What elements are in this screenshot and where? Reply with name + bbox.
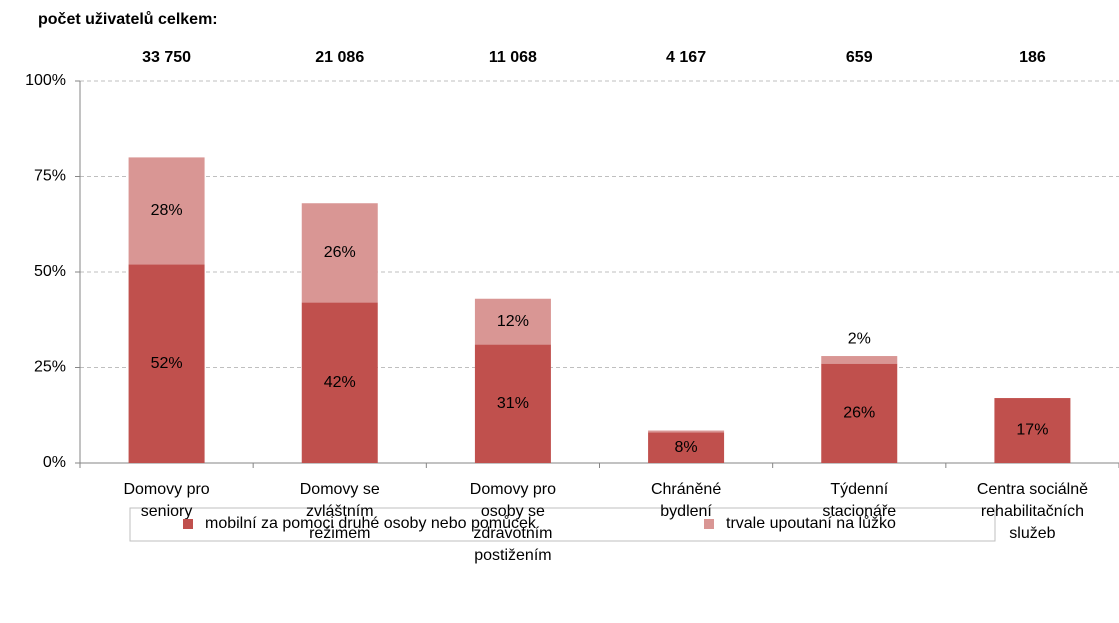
x-tick-label: Domovy pro seniory <box>123 481 209 520</box>
data-label: 31% <box>497 395 529 412</box>
legend-swatch <box>704 519 714 529</box>
bar-segment <box>128 157 205 265</box>
x-tick-line: Týdenní <box>830 481 888 498</box>
y-tick-label: 100% <box>25 72 66 89</box>
data-label: 26% <box>843 405 875 422</box>
x-tick-line: režimem <box>309 525 370 542</box>
x-tick-label: Domovy se zvláštním režimem <box>300 481 380 542</box>
y-tick-label: 75% <box>34 168 66 185</box>
bar-segment <box>128 264 205 463</box>
x-tick-line: osoby se <box>481 503 545 520</box>
x-tick-label: Chráněné bydlení <box>651 481 721 520</box>
x-tick-line: zdravotním <box>473 525 552 542</box>
x-tick-line: stacionáře <box>822 503 896 520</box>
user-total: 11 068 <box>489 49 537 66</box>
subtitle: počet uživatelů celkem: <box>38 11 218 28</box>
bar-segment <box>301 203 378 303</box>
x-tick-line: rehabilitačních <box>981 503 1084 520</box>
x-tick-line: postižením <box>474 547 551 564</box>
user-total: 186 <box>1019 49 1046 66</box>
x-tick-line: bydlení <box>660 503 712 520</box>
data-label: 28% <box>151 202 183 219</box>
bar-segment <box>821 356 898 364</box>
user-total: 21 086 <box>315 49 364 66</box>
x-tick-line: seniory <box>141 503 193 520</box>
bar-segment <box>474 298 551 345</box>
x-tick-label: Centra sociálně rehabilitačních služeb <box>977 481 1088 542</box>
user-total: 33 750 <box>142 49 191 66</box>
x-tick-line: Domovy pro <box>470 481 556 498</box>
data-label: 17% <box>1016 422 1048 439</box>
bar-segment <box>821 363 898 463</box>
user-total: 659 <box>846 49 873 66</box>
bar-segment <box>648 432 725 463</box>
bar-segment <box>648 430 725 433</box>
x-tick-line: Domovy se <box>300 481 380 498</box>
legend-swatch <box>183 519 193 529</box>
data-label: 52% <box>151 355 183 372</box>
y-tick-label: 25% <box>34 359 66 376</box>
data-label: 42% <box>324 374 356 391</box>
bar-segment <box>301 302 378 463</box>
x-tick-label: Týdenní stacionáře <box>822 481 896 520</box>
data-label: 8% <box>675 439 698 456</box>
y-tick-label: 0% <box>43 454 66 471</box>
user-total: 4 167 <box>666 49 706 66</box>
bar-segment <box>474 344 551 463</box>
data-label: 12% <box>497 313 529 330</box>
x-tick-line: Chráněné <box>651 481 721 498</box>
data-label: 2% <box>848 330 871 347</box>
legend-label: mobilní za pomoci druhé osoby nebo pomůc… <box>205 514 537 532</box>
x-tick-label: Domovy pro osoby se zdravotním postižením <box>470 481 556 564</box>
x-tick-line: zvláštním <box>306 503 374 520</box>
data-label: 26% <box>324 244 356 261</box>
x-tick-line: služeb <box>1009 525 1055 542</box>
bar-segment <box>994 398 1071 463</box>
legend-label: trvale upoutaní na lůžko <box>726 514 896 532</box>
legend-box <box>129 507 996 542</box>
y-tick-label: 50% <box>34 263 66 280</box>
x-tick-line: Domovy pro <box>123 481 209 498</box>
x-tick-line: Centra sociálně <box>977 481 1088 498</box>
